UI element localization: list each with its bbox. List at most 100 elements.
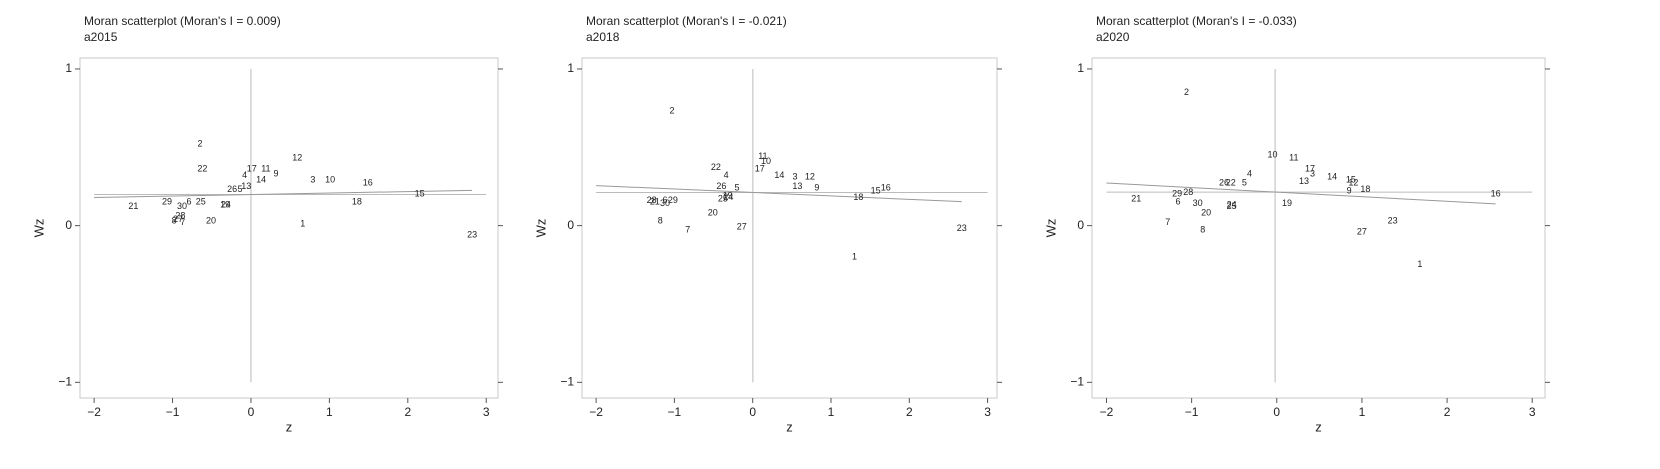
- point-label: 22: [711, 162, 721, 172]
- point-label: 30: [1193, 198, 1203, 208]
- y-tick-label: 0: [567, 218, 574, 232]
- x-tick-label: 0: [749, 405, 756, 419]
- point-label: 7: [1165, 217, 1170, 227]
- point-label: 2: [197, 139, 202, 149]
- point-label: 8: [172, 215, 177, 225]
- point-label: 25: [718, 193, 728, 203]
- point-label: 16: [363, 178, 373, 188]
- point-label: 11: [758, 151, 767, 161]
- point-label: 11: [261, 164, 270, 174]
- y-tick-label: 1: [567, 61, 574, 75]
- point-label: 26: [227, 184, 237, 194]
- x-tick-label: 2: [906, 405, 913, 419]
- fit-line: [94, 189, 473, 198]
- x-tick-label: −1: [166, 405, 180, 419]
- y-tick-label: 0: [1077, 218, 1084, 232]
- point-label: 26: [1219, 178, 1229, 188]
- point-label: 27: [173, 214, 183, 224]
- point-label: 3: [310, 175, 315, 185]
- point-label: 20: [708, 207, 718, 217]
- point-label: 8: [658, 215, 663, 225]
- y-tick-label: −1: [58, 375, 72, 389]
- chart-subtitle: a2020: [1096, 30, 1130, 44]
- point-label: 17: [1305, 164, 1315, 174]
- y-axis-label: Wz: [533, 219, 548, 238]
- point-label: 18: [1360, 184, 1370, 194]
- chart-title: Moran scatterplot (Moran's I = 0.009): [84, 14, 281, 28]
- point-label: 1: [852, 251, 857, 261]
- point-label: 13: [792, 181, 802, 191]
- point-label: 14: [256, 175, 266, 185]
- x-tick-label: 2: [1444, 405, 1451, 419]
- point-label: 25: [196, 197, 206, 207]
- point-label: 29: [1172, 189, 1182, 199]
- point-label: 10: [761, 156, 771, 166]
- chart-subtitle: a2018: [586, 30, 620, 44]
- point-label: 21: [650, 197, 660, 207]
- point-label: 14: [1327, 171, 1337, 181]
- x-tick-label: 3: [1529, 405, 1536, 419]
- point-label: 23: [957, 223, 967, 233]
- x-tick-label: 2: [404, 405, 411, 419]
- point-label: 23: [467, 229, 477, 239]
- point-label: 24: [723, 192, 733, 202]
- point-label: 7: [685, 225, 690, 235]
- point-label: 5: [237, 184, 242, 194]
- point-label: 18: [853, 192, 863, 202]
- point-label: 19: [723, 190, 733, 200]
- point-label: 15: [415, 189, 425, 199]
- point-label: 9: [274, 168, 279, 178]
- y-tick-label: 1: [1077, 61, 1084, 75]
- point-label: 2: [1184, 87, 1189, 97]
- point-label: 9: [814, 182, 819, 192]
- x-tick-label: −2: [87, 405, 101, 419]
- point-label: 2: [670, 106, 675, 116]
- point-label: 9: [1347, 186, 1352, 196]
- point-label: 4: [724, 170, 729, 180]
- point-label: 28: [1183, 187, 1193, 197]
- point-label: 17: [755, 164, 765, 174]
- point-label: 4: [242, 170, 247, 180]
- fit-line: [1106, 182, 1496, 205]
- plot-frame: [1091, 57, 1546, 399]
- point-label: 6: [187, 197, 192, 207]
- point-label: 5: [735, 182, 740, 192]
- x-tick-label: 1: [828, 405, 835, 419]
- point-label: 24: [1227, 200, 1237, 210]
- chart-title: Moran scatterplot (Moran's I = -0.021): [586, 14, 787, 28]
- y-tick-label: 0: [65, 218, 72, 232]
- x-axis-label: z: [786, 419, 793, 434]
- x-tick-label: 0: [1273, 405, 1280, 419]
- point-label: 3: [1310, 168, 1315, 178]
- point-label: 18: [352, 197, 362, 207]
- point-label: 1: [300, 218, 305, 228]
- point-label: 15: [871, 186, 881, 196]
- x-tick-label: 1: [326, 405, 333, 419]
- point-label: 1: [1417, 259, 1422, 269]
- point-label: 4: [1247, 168, 1252, 178]
- point-label: 7: [180, 217, 185, 227]
- x-tick-label: −2: [589, 405, 603, 419]
- point-label: 29: [668, 195, 678, 205]
- point-label: 17: [247, 164, 257, 174]
- x-axis-label: z: [1315, 419, 1322, 434]
- point-label: 30: [177, 201, 187, 211]
- x-tick-label: 1: [1359, 405, 1366, 419]
- point-label: 14: [774, 170, 784, 180]
- point-label: 27: [737, 222, 747, 232]
- point-label: 15: [1346, 175, 1356, 185]
- point-label: 6: [662, 195, 667, 205]
- x-tick-label: −1: [1185, 405, 1199, 419]
- point-label: 20: [1201, 207, 1211, 217]
- point-label: 25: [1227, 201, 1237, 211]
- y-axis-label: Wz: [31, 219, 46, 238]
- point-label: 16: [881, 182, 891, 192]
- y-tick-label: 1: [65, 61, 72, 75]
- point-label: 13: [241, 181, 251, 191]
- point-label: 11: [1289, 153, 1298, 163]
- point-label: 28: [647, 195, 657, 205]
- point-label: 12: [1348, 178, 1358, 188]
- point-label: 19: [220, 200, 230, 210]
- point-label: 8: [1200, 225, 1205, 235]
